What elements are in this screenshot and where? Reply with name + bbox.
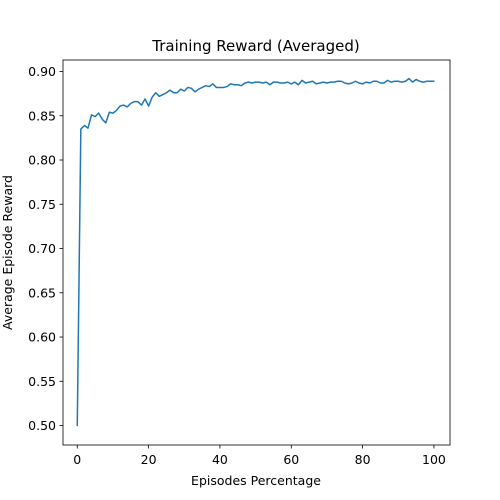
y-tick-label: 0.75 [28, 197, 56, 212]
y-tick-label: 0.70 [28, 241, 56, 256]
x-tick-label: 60 [283, 452, 299, 467]
chart-title: Training Reward (Averaged) [151, 37, 359, 55]
y-tick-label: 0.55 [28, 374, 56, 389]
y-tick-label: 0.65 [28, 285, 56, 300]
y-tick-label: 0.90 [28, 64, 56, 79]
x-tick-label: 40 [212, 452, 228, 467]
series-line [76, 77, 435, 427]
y-tick-label: 0.85 [28, 108, 56, 123]
x-axis: 0 20 40 60 80 100 [73, 445, 446, 467]
x-tick-label: 100 [422, 452, 446, 467]
y-tick-label: 0.80 [28, 153, 56, 168]
x-tick-label: 0 [73, 452, 81, 467]
plot-frame [62, 59, 451, 446]
y-axis-label: Average Episode Reward [0, 175, 15, 330]
y-tick-label: 0.60 [28, 330, 56, 345]
x-axis-label: Episodes Percentage [191, 473, 321, 488]
y-tick-label: 0.50 [28, 418, 56, 433]
x-tick-label: 20 [141, 452, 157, 467]
y-axis: 0.50 0.55 0.60 0.65 0.70 0.75 0.80 0.85 0.90 [28, 64, 63, 433]
x-tick-label: 80 [355, 452, 371, 467]
